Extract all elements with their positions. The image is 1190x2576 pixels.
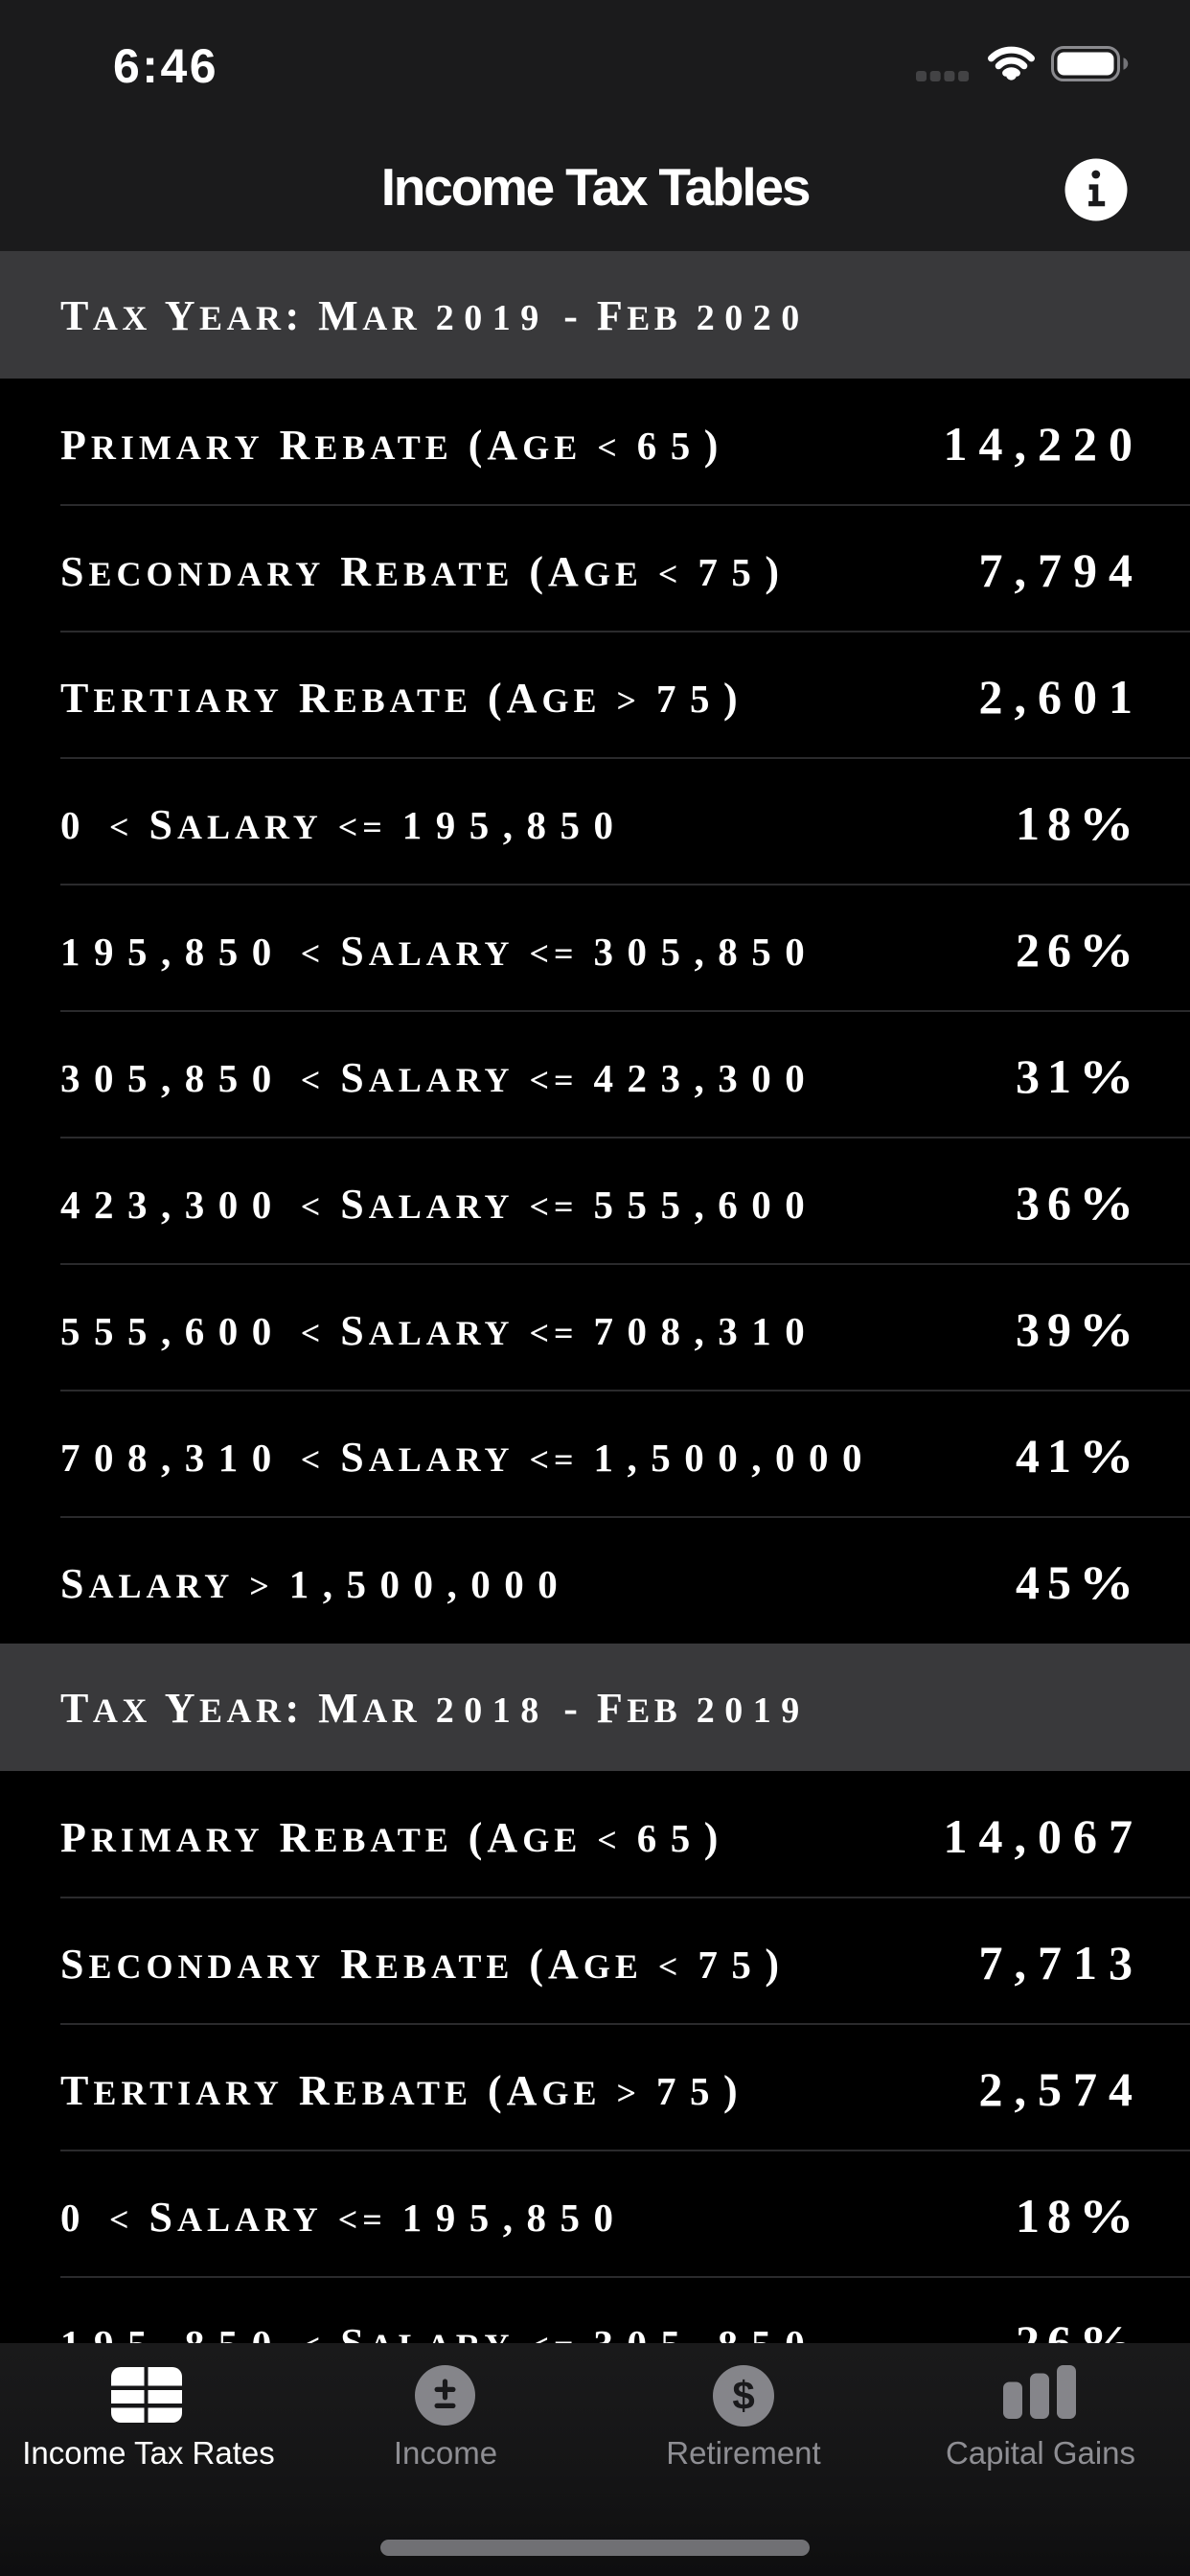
svg-text:$: $ [732, 2373, 754, 2418]
